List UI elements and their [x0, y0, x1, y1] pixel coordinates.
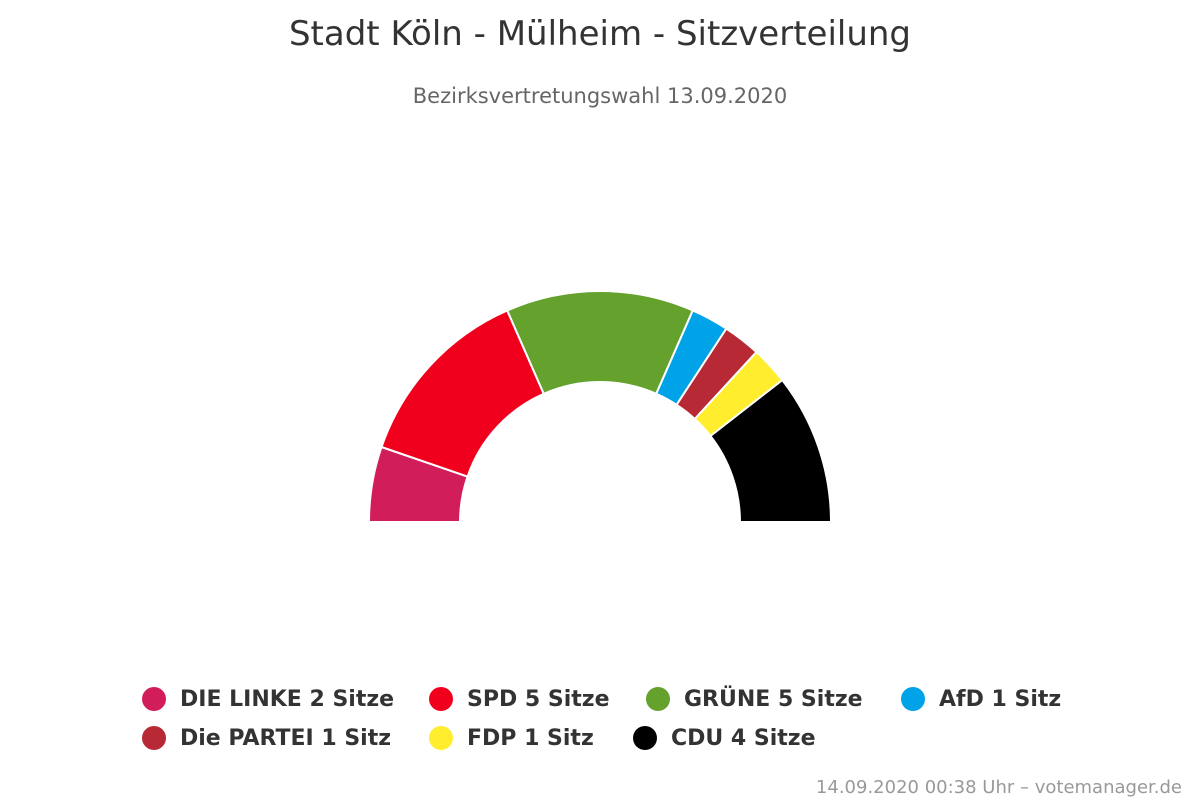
legend-item[interactable]: FDP 1 Sitz	[429, 723, 594, 753]
legend-color-dot	[901, 687, 925, 711]
legend-color-dot	[142, 687, 166, 711]
legend-item[interactable]: AfD 1 Sitz	[901, 684, 1061, 714]
legend-label: CDU 4 Sitze	[671, 725, 816, 751]
legend-label: FDP 1 Sitz	[467, 725, 594, 751]
legend-color-dot	[429, 687, 453, 711]
chart-title: Stadt Köln - Mülheim - Sitzverteilung	[288, 14, 912, 54]
legend-label: AfD 1 Sitz	[939, 686, 1062, 712]
legend-color-dot	[142, 726, 166, 750]
legend-color-dot	[429, 726, 453, 750]
credit-text: 14.09.2020 00:38 Uhr – votemanager.de	[815, 777, 1182, 798]
legend-item[interactable]: CDU 4 Sitze	[633, 723, 816, 753]
legend-label: DIE LINKE 2 Sitze	[180, 686, 395, 712]
seat-segment-cdu[interactable]	[709, 378, 833, 523]
chart-subtitle: Bezirksvertretungswahl 13.09.2020	[412, 84, 788, 108]
legend-item[interactable]: Die PARTEI 1 Sitz	[142, 723, 391, 753]
legend-label: SPD 5 Sitze	[467, 686, 610, 712]
legend-item[interactable]: DIE LINKE 2 Sitze	[142, 684, 394, 714]
legend-item[interactable]: SPD 5 Sitze	[429, 684, 609, 714]
legend-item[interactable]: GRÜNE 5 Sitze	[646, 684, 863, 714]
legend-label: Die PARTEI 1 Sitz	[180, 725, 392, 751]
legend-label: GRÜNE 5 Sitze	[684, 686, 863, 712]
legend-color-dot	[633, 726, 657, 750]
legend-color-dot	[646, 687, 670, 711]
